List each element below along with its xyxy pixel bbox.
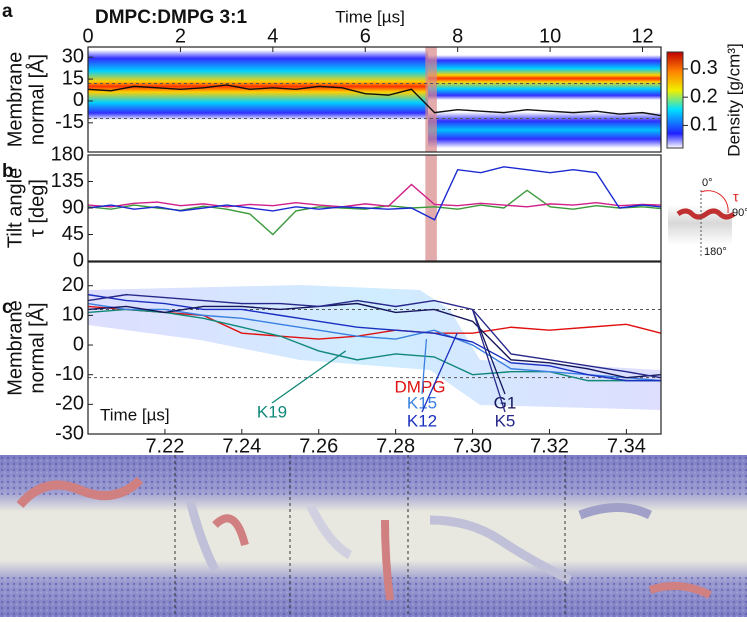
- data-line: [87, 302, 662, 379]
- series-label: K15: [407, 393, 437, 412]
- x-tick-label: 2: [175, 25, 186, 47]
- plot-frame: [87, 46, 662, 153]
- y-axis-label: Membrane: [4, 52, 26, 148]
- x-tick-label: 7.26: [299, 435, 338, 457]
- series-label: K5: [495, 411, 516, 430]
- x-tick-label: 12: [631, 25, 653, 47]
- y-tick-label: 30: [62, 45, 84, 67]
- panel-letter: b: [2, 161, 14, 182]
- density-map: [428, 112, 661, 148]
- y-tick-label: 90: [62, 196, 84, 218]
- y-tick-label: 45: [62, 223, 84, 245]
- data-line: [87, 166, 662, 221]
- y-tick-label: -30: [55, 422, 84, 444]
- density-map: [428, 55, 661, 100]
- data-line: [87, 189, 662, 236]
- data-line: [87, 302, 662, 382]
- x-axis-label: Time [µs]: [100, 405, 170, 424]
- tilt-inset: [668, 190, 736, 258]
- x-tick-label: 7.22: [145, 435, 184, 457]
- density-map: [88, 50, 428, 120]
- data-line: [87, 293, 662, 379]
- chart-title: DMPC:DMPG 3:1: [95, 7, 247, 28]
- highlight-band: [425, 47, 437, 152]
- y-axis-label: Membrane: [4, 300, 26, 396]
- y-tick-label: 20: [62, 274, 84, 296]
- y-tick-label: 10: [62, 304, 84, 326]
- colorbar-label: Density [g/cm³]: [724, 43, 743, 156]
- data-line: [87, 305, 662, 340]
- colorbar-tick-label: 0.3: [690, 57, 718, 79]
- x-tick-label: 10: [539, 25, 561, 47]
- y-axis-label: normal [Å]: [25, 54, 48, 145]
- arrow: [471, 309, 506, 395]
- x-tick-label: 0: [82, 25, 93, 47]
- colorbar-tick-label: 0.1: [690, 114, 718, 136]
- arrow: [421, 339, 428, 395]
- highlight-band: [425, 155, 437, 261]
- inset-label: 180°: [704, 246, 727, 258]
- plot-frame: [87, 261, 662, 435]
- y-tick-label: 15: [62, 67, 84, 89]
- x-tick-label: 7.30: [453, 435, 492, 457]
- y-tick-label: -20: [55, 393, 84, 415]
- data-line: [87, 183, 662, 208]
- inset-label: τ: [733, 189, 739, 205]
- y-tick-label: 0: [73, 333, 84, 355]
- arrow: [471, 309, 506, 413]
- colorbar-tick-label: 0.2: [690, 85, 718, 107]
- x-tick-label: 6: [360, 25, 371, 47]
- x-tick-label: 4: [267, 25, 278, 47]
- y-axis-label: Tilt angle: [4, 168, 26, 248]
- panel-letter: a: [2, 1, 13, 22]
- series-label: K12: [407, 411, 437, 430]
- x-tick-label: 7.28: [376, 435, 415, 457]
- x-tick-label: 7.24: [222, 435, 261, 457]
- y-axis-label: normal [Å]: [25, 302, 48, 393]
- y-tick-label: -10: [55, 363, 84, 385]
- inset-label: 0°: [702, 177, 713, 189]
- x-tick-label: 7.34: [607, 435, 646, 457]
- series-label: G1: [494, 393, 517, 412]
- y-tick-label: -15: [55, 111, 84, 133]
- x-tick-label: 7.32: [530, 435, 569, 457]
- data-line: [87, 308, 661, 382]
- y-tick-label: 0: [73, 249, 84, 271]
- x-axis-label: Time [µs]: [335, 7, 405, 26]
- inset-label: 90°: [732, 207, 747, 219]
- y-tick-label: 180: [51, 143, 84, 165]
- density-map: [88, 285, 661, 410]
- arrow: [421, 332, 458, 413]
- x-tick-label: 8: [452, 25, 463, 47]
- colorbar: [666, 51, 684, 149]
- y-tick-label: 135: [51, 170, 84, 192]
- data-line: [87, 84, 662, 117]
- series-label: K19: [257, 402, 287, 421]
- snapshot-strip: [0, 455, 747, 617]
- y-tick-label: 0: [73, 89, 84, 111]
- data-line: [87, 293, 661, 382]
- arrow: [271, 350, 347, 404]
- y-axis-label: τ [deg]: [26, 179, 48, 237]
- series-label: DMPG: [395, 377, 446, 396]
- panel-letter: c: [2, 297, 13, 318]
